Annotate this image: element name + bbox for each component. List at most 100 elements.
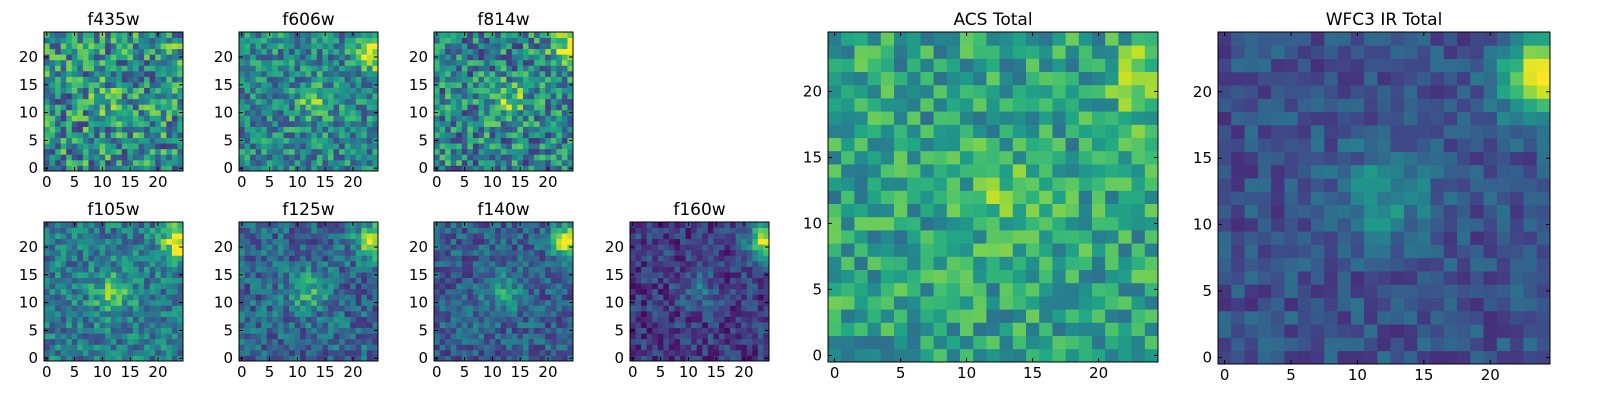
heatmap-cell: [561, 76, 568, 83]
heatmap-cell: [55, 266, 62, 273]
heatmap-cell: [933, 164, 948, 178]
heatmap-cell: [350, 299, 357, 306]
heatmap-cell: [250, 233, 257, 240]
heatmap-cell: [82, 43, 89, 50]
heatmap-cell: [166, 87, 173, 94]
heatmap-cell: [322, 255, 329, 262]
heatmap-cell: [350, 115, 357, 122]
heatmap-cell: [960, 177, 974, 191]
heatmap-cell: [116, 299, 123, 306]
heatmap-cell: [322, 227, 329, 234]
heatmap-cell: [439, 87, 446, 94]
heatmap-cell: [261, 93, 268, 100]
heatmap-cell: [484, 327, 490, 334]
heatmap-cell: [450, 59, 457, 66]
heatmap-cell: [277, 132, 284, 139]
heatmap-cell: [472, 87, 479, 94]
heatmap-cell: [344, 272, 351, 278]
heatmap-cell: [60, 349, 67, 356]
heatmap-cell: [289, 266, 295, 273]
heatmap-cell: [149, 233, 156, 240]
heatmap-cell: [71, 255, 78, 262]
heatmap-cell: [472, 65, 479, 72]
heatmap-cell: [105, 120, 112, 127]
heatmap-cell: [550, 54, 557, 61]
heatmap-cell: [489, 54, 496, 61]
heatmap-cell: [702, 227, 709, 234]
heatmap-cell: [1144, 164, 1159, 178]
heatmap-cell: [635, 310, 642, 317]
heatmap-cell: [472, 143, 479, 150]
heatmap-cell: [244, 87, 251, 94]
heatmap-cell: [60, 93, 67, 100]
heatmap-cell: [556, 76, 563, 83]
heatmap-cell: [177, 277, 184, 284]
heatmap-cell: [741, 288, 748, 295]
heatmap-cell: [44, 249, 50, 256]
heatmap-cell: [327, 227, 334, 234]
heatmap-cell: [534, 70, 541, 77]
heatmap-cell: [127, 244, 134, 251]
heatmap-cell: [311, 54, 318, 61]
heatmap-cell: [144, 65, 151, 72]
heatmap-cell: [506, 238, 513, 245]
heatmap-cell: [255, 227, 262, 234]
heatmap-cell: [567, 283, 574, 290]
heatmap-cell: [333, 244, 340, 251]
heatmap-cell: [177, 143, 184, 150]
heatmap-cell: [528, 104, 535, 111]
heatmap-cell: [854, 256, 868, 270]
heatmap-cell: [450, 327, 457, 334]
heatmap-cell: [752, 327, 759, 334]
heatmap-cell: [500, 104, 507, 111]
heatmap-cell: [138, 165, 145, 172]
heatmap-cell: [49, 165, 56, 172]
heatmap-cell: [522, 59, 529, 66]
heatmap-cell: [500, 310, 507, 317]
heatmap-cell: [534, 344, 541, 351]
heatmap-cell: [327, 137, 334, 144]
heatmap-cell: [445, 222, 452, 228]
heatmap-cell: [439, 43, 446, 50]
heatmap-cell: [160, 338, 167, 345]
heatmap-cell: [534, 327, 541, 334]
heatmap-cell: [867, 150, 882, 165]
heatmap-cell: [456, 355, 463, 362]
heatmap-cell: [60, 32, 67, 38]
heatmap-cell: [339, 137, 346, 144]
heatmap-cell: [283, 249, 290, 256]
heatmap-cell: [121, 37, 128, 44]
heatmap-cell: [484, 54, 490, 61]
heatmap-cell: [99, 333, 106, 340]
heatmap-cell: [239, 233, 245, 240]
heatmap-cell: [289, 255, 295, 262]
heatmap-cell: [484, 338, 490, 345]
heatmap-cell: [500, 249, 507, 256]
heatmap-cell: [177, 249, 184, 256]
heatmap-cell: [517, 132, 524, 139]
heatmap-cell: [495, 43, 502, 50]
heatmap-cell: [545, 109, 552, 116]
heatmap-cell: [506, 32, 513, 38]
heatmap-cell: [500, 59, 507, 66]
heatmap-cell: [294, 132, 301, 139]
heatmap-cell: [322, 327, 329, 334]
heatmap-cell: [517, 272, 524, 278]
heatmap-cell: [294, 98, 301, 105]
heatmap-cell: [646, 277, 653, 284]
heatmap-cell: [300, 322, 307, 329]
heatmap-cell: [322, 316, 329, 323]
heatmap-cell: [266, 249, 273, 256]
heatmap-cell: [60, 327, 67, 334]
heatmap-cell: [283, 260, 290, 267]
heatmap-cell: [757, 233, 764, 240]
heatmap-cell: [311, 344, 318, 351]
heatmap-cell: [445, 288, 452, 295]
heatmap-cell: [138, 48, 145, 55]
heatmap-cell: [322, 322, 329, 329]
heatmap-cell: [121, 244, 128, 251]
heatmap-cell: [283, 272, 290, 278]
heatmap-cell: [472, 115, 479, 122]
heatmap-cell: [445, 322, 452, 329]
heatmap-cell: [445, 283, 452, 290]
